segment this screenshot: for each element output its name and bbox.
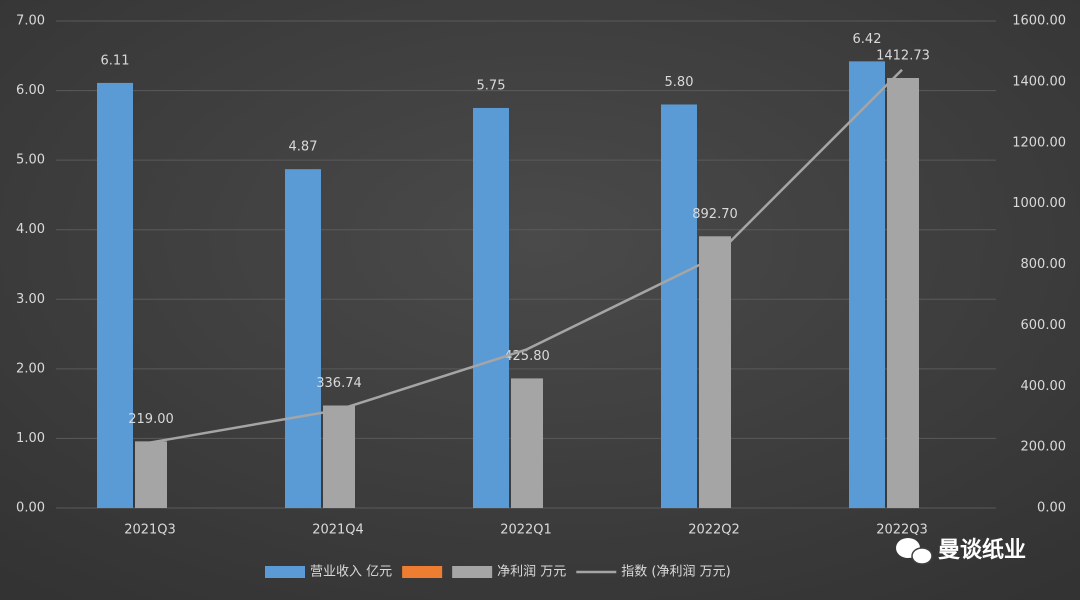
bar bbox=[97, 82, 133, 508]
trend-line bbox=[149, 68, 903, 444]
data-label: 4.87 bbox=[289, 140, 318, 155]
bar bbox=[473, 107, 509, 508]
y2-tick-label: 200.00 bbox=[1021, 440, 1067, 455]
y2-tick-label: 1200.00 bbox=[1012, 135, 1066, 150]
bar bbox=[699, 236, 731, 509]
y-tick-label: 7.00 bbox=[16, 14, 45, 29]
y2-tick-label: 0.00 bbox=[1037, 501, 1066, 516]
data-label: 6.11 bbox=[101, 53, 130, 68]
bar bbox=[887, 78, 919, 508]
y2-tick-label: 400.00 bbox=[1021, 379, 1067, 394]
bar bbox=[135, 441, 167, 508]
data-label: 5.80 bbox=[665, 75, 694, 90]
legend-label: 净利润 万元 bbox=[497, 565, 566, 580]
bar bbox=[661, 104, 697, 508]
data-label: 5.75 bbox=[477, 78, 506, 93]
y-tick-label: 4.00 bbox=[16, 222, 45, 237]
y-tick-label: 3.00 bbox=[16, 292, 45, 307]
bar bbox=[849, 61, 885, 508]
legend-swatch bbox=[402, 566, 443, 578]
x-tick-label: 2021Q4 bbox=[312, 523, 364, 538]
legend-swatch bbox=[265, 566, 305, 578]
y2-tick-label: 1600.00 bbox=[1012, 14, 1066, 29]
y2-tick-label: 1400.00 bbox=[1012, 74, 1066, 89]
x-tick-label: 2022Q3 bbox=[876, 523, 928, 538]
data-label: 425.80 bbox=[504, 349, 550, 364]
bar bbox=[285, 169, 321, 509]
data-label: 892.70 bbox=[692, 207, 738, 222]
legend-label: 营业收入 亿元 bbox=[310, 565, 392, 580]
watermark: 曼谈纸业 bbox=[938, 537, 1026, 563]
y-tick-label: 2.00 bbox=[16, 361, 45, 376]
x-tick-label: 2022Q1 bbox=[500, 523, 552, 538]
bar bbox=[511, 378, 543, 508]
y-tick-label: 1.00 bbox=[16, 431, 45, 446]
data-label: 336.74 bbox=[316, 376, 362, 391]
data-label: 6.42 bbox=[853, 32, 882, 47]
data-label: 219.00 bbox=[128, 412, 174, 427]
legend-label: 指数 (净利润 万元) bbox=[621, 565, 730, 580]
y-tick-label: 0.00 bbox=[16, 501, 45, 516]
y-tick-label: 5.00 bbox=[16, 153, 45, 168]
x-tick-label: 2021Q3 bbox=[124, 523, 176, 538]
data-label: 1412.73 bbox=[876, 49, 930, 64]
legend-swatch bbox=[452, 566, 493, 578]
y2-tick-label: 600.00 bbox=[1021, 318, 1067, 333]
bar bbox=[323, 405, 355, 508]
wechat-icon bbox=[896, 538, 933, 565]
x-tick-label: 2022Q2 bbox=[688, 523, 740, 538]
y-tick-label: 6.00 bbox=[16, 83, 45, 98]
y2-tick-label: 800.00 bbox=[1021, 257, 1067, 272]
y2-tick-label: 1000.00 bbox=[1012, 196, 1066, 211]
